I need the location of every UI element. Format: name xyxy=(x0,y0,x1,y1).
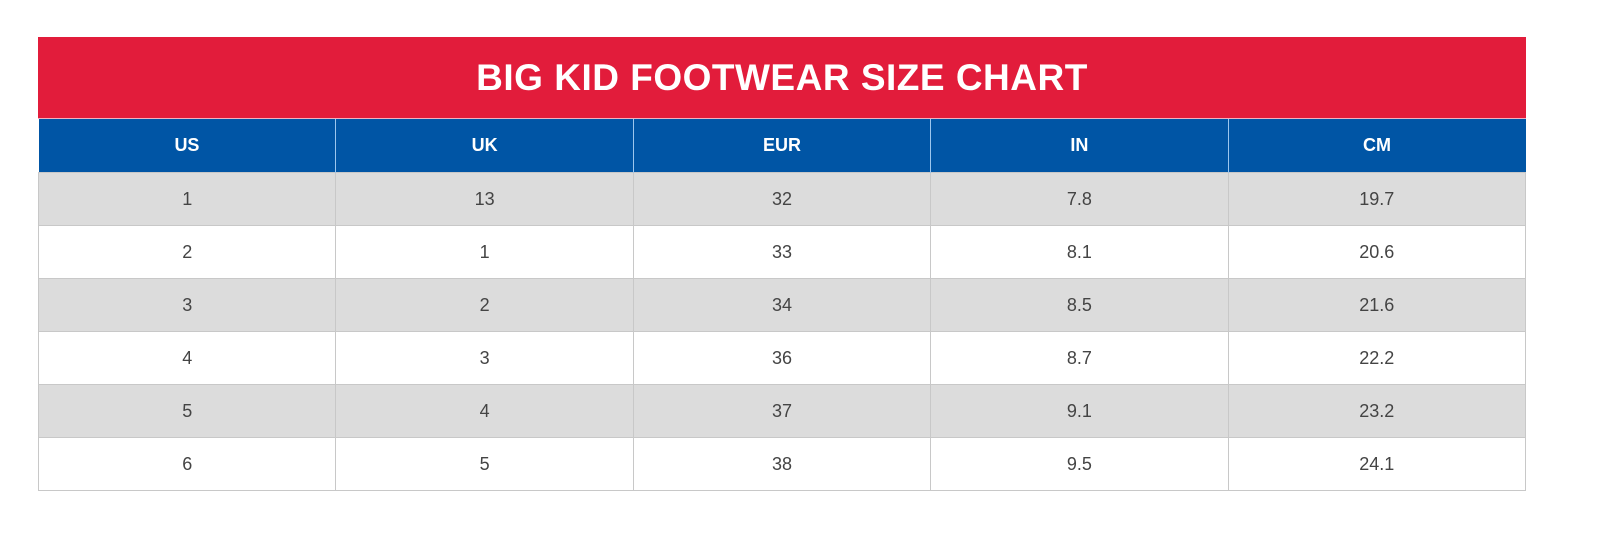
cell-cm: 20.6 xyxy=(1227,225,1527,279)
cell-in: 7.8 xyxy=(930,172,1229,226)
table-row: 1 13 32 7.8 19.7 xyxy=(37,172,1527,226)
cell-us: 1 xyxy=(37,172,337,226)
cell-in: 8.1 xyxy=(930,225,1229,279)
cell-uk: 2 xyxy=(335,278,634,332)
cell-uk: 5 xyxy=(335,437,634,491)
cell-us: 6 xyxy=(37,437,337,491)
cell-eur: 33 xyxy=(632,225,932,279)
table-row: 6 5 38 9.5 24.1 xyxy=(37,437,1527,491)
cell-us: 3 xyxy=(37,278,337,332)
cell-in: 9.5 xyxy=(930,437,1229,491)
cell-in: 9.1 xyxy=(930,384,1229,438)
cell-cm: 24.1 xyxy=(1227,437,1527,491)
cell-cm: 23.2 xyxy=(1227,384,1527,438)
cell-in: 8.7 xyxy=(930,331,1229,385)
cell-uk: 4 xyxy=(335,384,634,438)
cell-eur: 34 xyxy=(632,278,932,332)
cell-cm: 19.7 xyxy=(1227,172,1527,226)
chart-title: BIG KID FOOTWEAR SIZE CHART xyxy=(38,37,1526,119)
cell-in: 8.5 xyxy=(930,278,1229,332)
cell-eur: 36 xyxy=(632,331,932,385)
size-table: US UK EUR IN CM 1 13 32 7.8 19.7 2 1 33 … xyxy=(37,119,1527,491)
size-chart: BIG KID FOOTWEAR SIZE CHART US UK EUR IN… xyxy=(37,37,1527,491)
header-eur: EUR xyxy=(632,119,931,173)
header-row: US UK EUR IN CM xyxy=(38,119,1526,173)
cell-us: 2 xyxy=(37,225,337,279)
table-row: 2 1 33 8.1 20.6 xyxy=(37,225,1527,279)
cell-uk: 1 xyxy=(335,225,634,279)
header-us: US xyxy=(38,119,336,173)
cell-uk: 3 xyxy=(335,331,634,385)
cell-us: 5 xyxy=(37,384,337,438)
cell-us: 4 xyxy=(37,331,337,385)
cell-uk: 13 xyxy=(335,172,634,226)
header-uk: UK xyxy=(335,119,634,173)
table-row: 3 2 34 8.5 21.6 xyxy=(37,278,1527,332)
cell-cm: 21.6 xyxy=(1227,278,1527,332)
cell-eur: 38 xyxy=(632,437,932,491)
header-cm: CM xyxy=(1227,119,1526,173)
cell-eur: 32 xyxy=(632,172,932,226)
table-row: 5 4 37 9.1 23.2 xyxy=(37,384,1527,438)
header-in: IN xyxy=(930,119,1229,173)
table-row: 4 3 36 8.7 22.2 xyxy=(37,331,1527,385)
cell-cm: 22.2 xyxy=(1227,331,1527,385)
cell-eur: 37 xyxy=(632,384,932,438)
